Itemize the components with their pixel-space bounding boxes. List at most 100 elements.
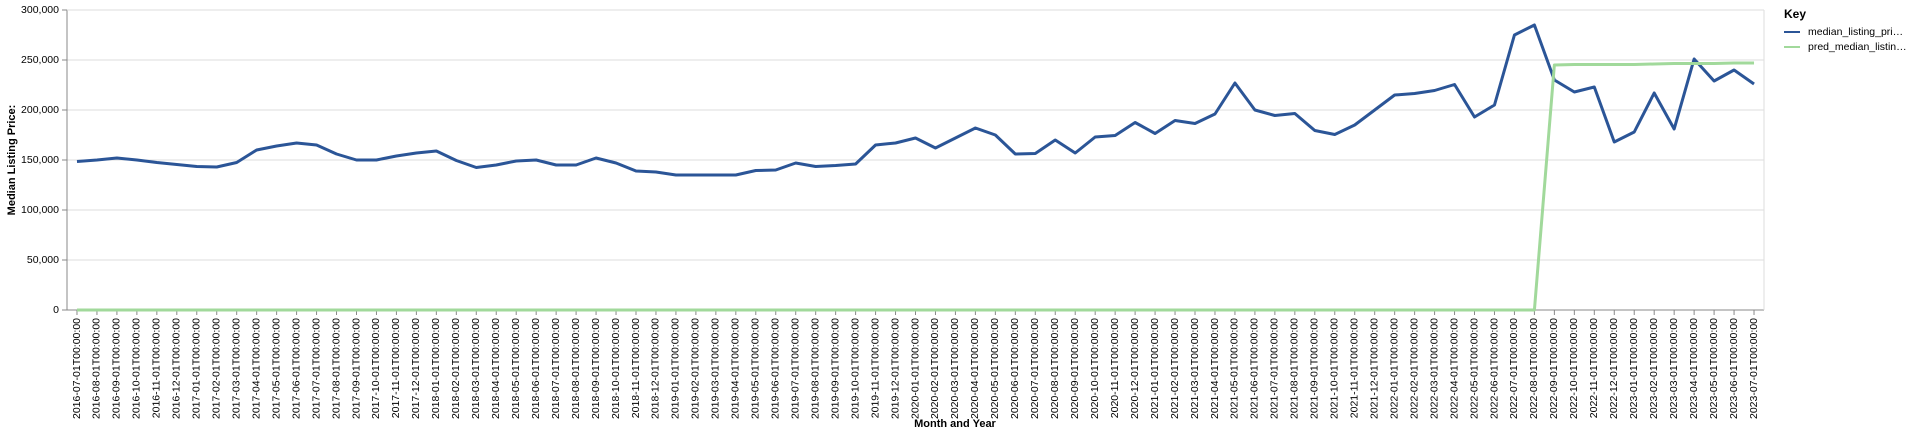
x-tick-label: 2017-07-01T00:00:00 — [310, 318, 322, 419]
x-tick-label: 2021-11-01T00:00:00 — [1349, 318, 1361, 418]
x-tick-label: 2017-03-01T00:00:00 — [230, 318, 242, 419]
x-tick-label: 2020-10-01T00:00:00 — [1089, 318, 1101, 419]
x-tick-label: 2022-12-01T00:00:00 — [1608, 318, 1620, 419]
x-tick-label: 2022-09-01T00:00:00 — [1548, 318, 1560, 419]
x-tick-label: 2022-06-01T00:00:00 — [1488, 318, 1500, 419]
y-tick-label: 250,000 — [21, 54, 59, 66]
x-tick-label: 2021-04-01T00:00:00 — [1209, 318, 1221, 419]
x-tick-label: 2017-11-01T00:00:00 — [390, 318, 402, 418]
x-tick-label: 2019-12-01T00:00:00 — [889, 318, 901, 419]
x-tick-label: 2018-01-01T00:00:00 — [430, 318, 442, 419]
x-tick-label: 2017-08-01T00:00:00 — [330, 318, 342, 419]
x-tick-label: 2023-07-01T00:00:00 — [1748, 318, 1760, 419]
x-tick-label: 2021-07-01T00:00:00 — [1269, 318, 1281, 419]
x-tick-label: 2017-12-01T00:00:00 — [410, 318, 422, 419]
x-tick-label: 2023-03-01T00:00:00 — [1668, 318, 1680, 419]
x-tick-label: 2020-06-01T00:00:00 — [1009, 318, 1021, 419]
x-tick-label: 2017-02-01T00:00:00 — [211, 318, 223, 419]
x-tick-label: 2019-09-01T00:00:00 — [829, 318, 841, 419]
x-tick-label: 2022-05-01T00:00:00 — [1468, 318, 1480, 419]
x-tick-label: 2016-08-01T00:00:00 — [91, 318, 103, 419]
y-tick-label: 100,000 — [21, 204, 59, 216]
x-tick-label: 2020-05-01T00:00:00 — [989, 318, 1001, 419]
x-tick-label: 2021-02-01T00:00:00 — [1169, 318, 1181, 419]
x-tick-label: 2021-06-01T00:00:00 — [1249, 318, 1261, 419]
x-tick-label: 2020-04-01T00:00:00 — [969, 318, 981, 419]
x-tick-label: 2019-11-01T00:00:00 — [869, 318, 881, 418]
y-axis-title: Median Listing Price: — [6, 105, 18, 216]
x-tick-label: 2022-04-01T00:00:00 — [1448, 318, 1460, 419]
x-tick-label: 2020-08-01T00:00:00 — [1049, 318, 1061, 419]
x-tick-label: 2021-10-01T00:00:00 — [1329, 318, 1341, 419]
x-tick-label: 2020-01-01T00:00:00 — [909, 318, 921, 419]
x-tick-label: 2016-12-01T00:00:00 — [171, 318, 183, 419]
x-tick-label: 2019-10-01T00:00:00 — [849, 318, 861, 419]
x-tick-label: 2019-01-01T00:00:00 — [670, 318, 682, 419]
x-tick-label: 2019-06-01T00:00:00 — [770, 318, 782, 419]
legend-title: Key — [1784, 7, 1806, 21]
x-tick-label: 2021-08-01T00:00:00 — [1289, 318, 1301, 419]
x-tick-label: 2017-01-01T00:00:00 — [191, 318, 203, 419]
series-line — [76, 61, 1755, 312]
x-tick-label: 2018-07-01T00:00:00 — [550, 318, 562, 419]
x-axis-title: Month and Year — [914, 418, 996, 430]
x-tick-label: 2021-05-01T00:00:00 — [1229, 318, 1241, 419]
x-tick-label: 2018-08-01T00:00:00 — [570, 318, 582, 419]
x-tick-label: 2022-01-01T00:00:00 — [1388, 318, 1400, 419]
x-tick-label: 2019-02-01T00:00:00 — [690, 318, 702, 419]
x-tick-label: 2016-11-01T00:00:00 — [151, 318, 163, 418]
x-tick-label: 2016-10-01T00:00:00 — [131, 318, 143, 419]
x-tick-label: 2016-07-01T00:00:00 — [71, 318, 83, 419]
x-tick-label: 2022-11-01T00:00:00 — [1588, 318, 1600, 418]
x-tick-label: 2018-09-01T00:00:00 — [590, 318, 602, 419]
x-tick-label: 2019-04-01T00:00:00 — [730, 318, 742, 419]
legend-label: median_listing_pri… — [1808, 26, 1903, 38]
x-tick-label: 2020-07-01T00:00:00 — [1029, 318, 1041, 419]
y-tick-label: 0 — [53, 304, 59, 316]
x-tick-label: 2018-04-01T00:00:00 — [490, 318, 502, 419]
x-tick-label: 2019-07-01T00:00:00 — [789, 318, 801, 419]
x-tick-label: 2023-04-01T00:00:00 — [1688, 318, 1700, 419]
x-tick-label: 2021-03-01T00:00:00 — [1189, 318, 1201, 419]
y-tick-label: 50,000 — [27, 254, 59, 266]
x-tick-label: 2020-03-01T00:00:00 — [949, 318, 961, 419]
x-tick-label: 2019-08-01T00:00:00 — [809, 318, 821, 419]
x-tick-label: 2018-12-01T00:00:00 — [650, 318, 662, 419]
x-tick-label: 2018-03-01T00:00:00 — [470, 318, 482, 419]
x-tick-label: 2021-12-01T00:00:00 — [1368, 318, 1380, 419]
y-tick-label: 200,000 — [21, 104, 59, 116]
x-tick-label: 2016-09-01T00:00:00 — [111, 318, 123, 419]
series-line — [76, 23, 1755, 177]
x-tick-label: 2023-05-01T00:00:00 — [1708, 318, 1720, 419]
x-tick-label: 2018-10-01T00:00:00 — [610, 318, 622, 419]
x-tick-label: 2022-10-01T00:00:00 — [1568, 318, 1580, 419]
x-tick-label: 2018-02-01T00:00:00 — [450, 318, 462, 419]
x-tick-label: 2019-05-01T00:00:00 — [750, 318, 762, 419]
x-tick-label: 2017-10-01T00:00:00 — [370, 318, 382, 419]
x-tick-label: 2017-05-01T00:00:00 — [270, 318, 282, 419]
x-tick-label: 2020-02-01T00:00:00 — [929, 318, 941, 419]
x-tick-label: 2022-03-01T00:00:00 — [1428, 318, 1440, 419]
x-tick-label: 2020-11-01T00:00:00 — [1109, 318, 1121, 418]
x-tick-label: 2018-06-01T00:00:00 — [530, 318, 542, 419]
x-tick-label: 2017-04-01T00:00:00 — [250, 318, 262, 419]
x-tick-label: 2022-02-01T00:00:00 — [1408, 318, 1420, 419]
x-tick-label: 2018-11-01T00:00:00 — [630, 318, 642, 418]
y-tick-label: 150,000 — [21, 154, 59, 166]
x-tick-label: 2018-05-01T00:00:00 — [510, 318, 522, 419]
x-tick-label: 2023-02-01T00:00:00 — [1648, 318, 1660, 419]
x-tick-label: 2021-01-01T00:00:00 — [1149, 318, 1161, 419]
x-tick-label: 2020-12-01T00:00:00 — [1129, 318, 1141, 419]
legend-label: pred_median_listin… — [1808, 41, 1907, 53]
x-tick-label: 2023-06-01T00:00:00 — [1728, 318, 1740, 419]
x-tick-label: 2023-01-01T00:00:00 — [1628, 318, 1640, 419]
x-tick-label: 2017-06-01T00:00:00 — [290, 318, 302, 419]
y-tick-label: 300,000 — [21, 4, 59, 16]
x-tick-label: 2017-09-01T00:00:00 — [350, 318, 362, 419]
x-tick-label: 2020-09-01T00:00:00 — [1069, 318, 1081, 419]
x-tick-label: 2022-08-01T00:00:00 — [1528, 318, 1540, 419]
x-tick-label: 2019-03-01T00:00:00 — [710, 318, 722, 419]
x-tick-label: 2021-09-01T00:00:00 — [1309, 318, 1321, 419]
x-tick-label: 2022-07-01T00:00:00 — [1508, 318, 1520, 419]
